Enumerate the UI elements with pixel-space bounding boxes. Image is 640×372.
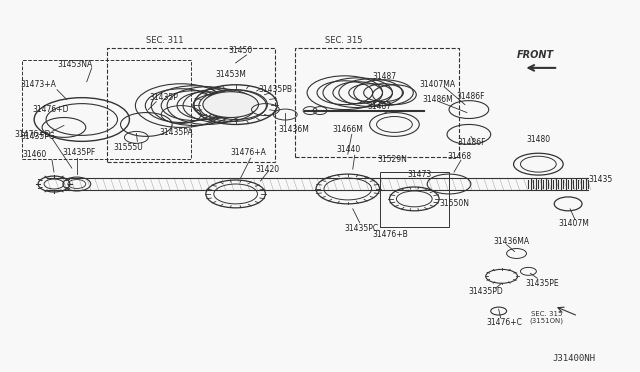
Text: 31435PA: 31435PA	[159, 128, 193, 137]
Text: 31466M: 31466M	[332, 125, 363, 134]
Text: 31435PG: 31435PG	[20, 132, 55, 141]
Text: 31476+D: 31476+D	[14, 130, 51, 139]
Text: 31486F: 31486F	[456, 92, 484, 101]
Text: 31436MA: 31436MA	[493, 237, 530, 246]
Text: 31435PF: 31435PF	[62, 148, 95, 157]
Text: FRONT: FRONT	[517, 50, 554, 60]
Text: 31487: 31487	[372, 72, 397, 81]
Text: J31400NH: J31400NH	[553, 354, 596, 363]
Text: 31476+B: 31476+B	[372, 230, 408, 239]
Text: 31550N: 31550N	[439, 199, 469, 208]
Text: 31435: 31435	[588, 174, 612, 183]
Text: 31480: 31480	[527, 135, 550, 144]
Text: 31453NA: 31453NA	[57, 60, 92, 70]
Text: 31473+A: 31473+A	[20, 80, 56, 89]
Text: 31450: 31450	[228, 45, 253, 55]
Text: 31476+D: 31476+D	[32, 105, 68, 114]
Text: 31435PC: 31435PC	[345, 224, 379, 233]
Text: 31436M: 31436M	[278, 125, 309, 134]
Text: 31476+A: 31476+A	[230, 148, 266, 157]
Text: 31473: 31473	[407, 170, 431, 179]
Text: 31435PD: 31435PD	[469, 287, 504, 296]
Text: 31460: 31460	[22, 150, 47, 159]
Text: 31407MA: 31407MA	[419, 80, 456, 89]
Text: SEC. 315: SEC. 315	[325, 36, 362, 45]
Text: 31435PB: 31435PB	[259, 85, 292, 94]
Text: SEC. 311: SEC. 311	[147, 36, 184, 45]
Text: 31453M: 31453M	[216, 70, 246, 79]
Text: 31476+C: 31476+C	[487, 318, 523, 327]
Text: 31555U: 31555U	[113, 143, 143, 152]
Text: 31468: 31468	[447, 152, 471, 161]
Text: 31407M: 31407M	[558, 219, 589, 228]
Text: 31529N: 31529N	[378, 155, 408, 164]
Text: 31486M: 31486M	[422, 95, 453, 104]
Text: 31435PE: 31435PE	[525, 279, 559, 288]
Text: 31435P: 31435P	[149, 93, 178, 102]
Text: SEC. 315
(3151ON): SEC. 315 (3151ON)	[529, 311, 563, 324]
Text: 31440: 31440	[337, 145, 361, 154]
Ellipse shape	[203, 92, 259, 118]
Text: 31486F: 31486F	[457, 138, 486, 147]
Text: 31487: 31487	[367, 102, 392, 111]
Text: 31420: 31420	[255, 165, 280, 174]
